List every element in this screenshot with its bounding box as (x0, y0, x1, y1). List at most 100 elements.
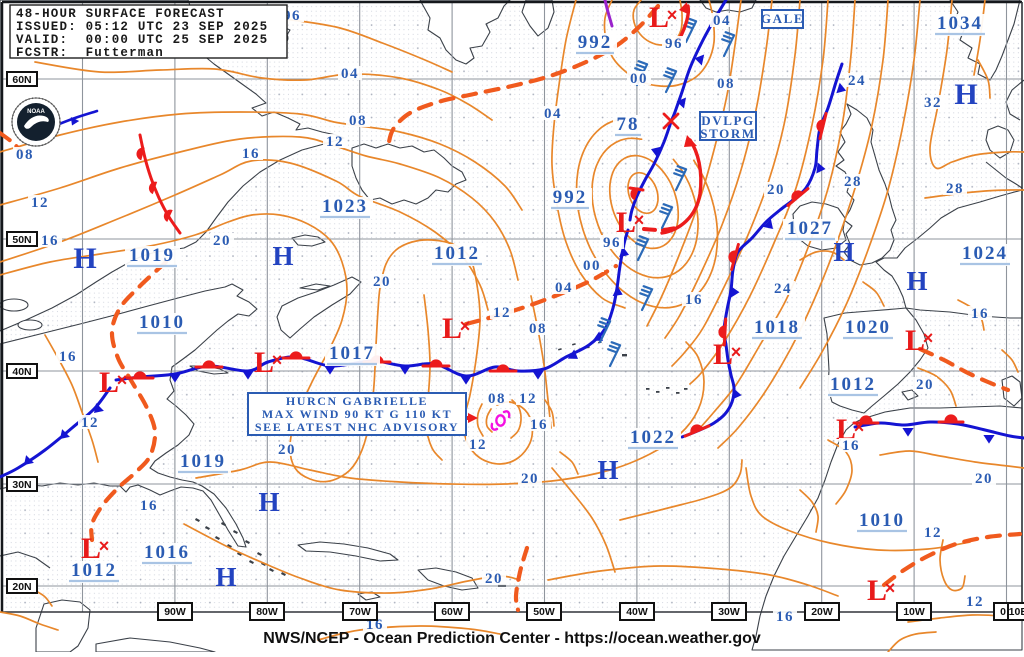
svg-text:H: H (906, 266, 927, 296)
svg-text:04: 04 (713, 13, 731, 29)
svg-text:1024: 1024 (962, 243, 1008, 264)
svg-text:1017: 1017 (329, 343, 375, 364)
svg-text:GALE: GALE (761, 11, 804, 26)
svg-text:1020: 1020 (845, 317, 891, 338)
svg-text:12: 12 (493, 305, 511, 321)
svg-text:L: L (99, 366, 119, 399)
svg-text:78: 78 (617, 114, 640, 135)
svg-text:NWS/NCEP - Ocean Prediction Ce: NWS/NCEP - Ocean Prediction Center - htt… (263, 630, 761, 647)
svg-text:30N: 30N (12, 479, 31, 491)
svg-text:20: 20 (485, 571, 503, 587)
svg-text:L: L (905, 324, 925, 357)
svg-text:60W: 60W (441, 606, 463, 618)
svg-text:DVLPG: DVLPG (701, 113, 755, 128)
svg-text:04: 04 (341, 66, 359, 82)
svg-text:12: 12 (326, 134, 344, 150)
svg-text:20W: 20W (811, 606, 833, 618)
svg-text:HURCN GABRIELLE: HURCN GABRIELLE (286, 394, 428, 408)
svg-text:24: 24 (774, 281, 792, 297)
svg-text:30W: 30W (718, 606, 740, 618)
svg-text:32: 32 (924, 95, 942, 111)
svg-text:×: × (854, 417, 865, 437)
svg-text:1019: 1019 (180, 451, 226, 472)
svg-text:04: 04 (544, 106, 562, 122)
svg-text:08: 08 (349, 113, 367, 129)
svg-text:×: × (117, 370, 128, 390)
svg-text:40N: 40N (12, 366, 31, 378)
svg-text:16: 16 (140, 498, 158, 514)
svg-text:20: 20 (373, 274, 391, 290)
svg-text:1027: 1027 (787, 218, 833, 239)
svg-text:L: L (81, 532, 101, 565)
svg-text:16: 16 (971, 306, 989, 322)
svg-text:48-HOUR SURFACE FORECAST: 48-HOUR SURFACE FORECAST (16, 7, 225, 21)
svg-text:H: H (258, 487, 279, 517)
svg-text:NOAA: NOAA (27, 109, 45, 115)
svg-text:×: × (667, 5, 678, 25)
svg-text:20: 20 (767, 182, 785, 198)
svg-text:20: 20 (213, 233, 231, 249)
svg-text:1012: 1012 (434, 243, 480, 264)
svg-text:1016: 1016 (144, 542, 190, 563)
svg-text:16: 16 (41, 233, 59, 249)
svg-text:40W: 40W (626, 606, 648, 618)
svg-text:0: 0 (1000, 606, 1006, 618)
svg-text:90W: 90W (164, 606, 186, 618)
svg-text:992: 992 (578, 32, 613, 53)
svg-text:80W: 80W (256, 606, 278, 618)
svg-text:1023: 1023 (322, 196, 368, 217)
svg-text:12: 12 (81, 415, 99, 431)
svg-text:04: 04 (555, 280, 573, 296)
svg-text:96: 96 (603, 235, 621, 251)
svg-text:H: H (954, 78, 977, 111)
svg-text:20: 20 (278, 442, 296, 458)
svg-text:×: × (885, 578, 896, 598)
svg-text:VALID: 00:00 UTC 25 SEP 2025: VALID: 00:00 UTC 25 SEP 2025 (16, 33, 268, 47)
svg-text:H: H (272, 241, 293, 271)
svg-text:10W: 10W (903, 606, 925, 618)
svg-text:08: 08 (717, 76, 735, 92)
svg-text:1019: 1019 (129, 245, 175, 266)
svg-text:20: 20 (521, 471, 539, 487)
svg-text:08: 08 (529, 321, 547, 337)
svg-text:×: × (923, 328, 934, 348)
svg-text:×: × (460, 316, 471, 336)
svg-text:1022: 1022 (630, 427, 676, 448)
svg-text:16: 16 (59, 349, 77, 365)
svg-text:70W: 70W (349, 606, 371, 618)
svg-text:L: L (867, 574, 887, 607)
svg-text:L: L (713, 338, 733, 371)
svg-text:L: L (442, 312, 462, 345)
svg-text:12: 12 (966, 594, 984, 610)
svg-text:50W: 50W (533, 606, 555, 618)
svg-text:ISSUED: 05:12 UTC 23 SEP 2025: ISSUED: 05:12 UTC 23 SEP 2025 (16, 20, 268, 34)
svg-text:12: 12 (519, 391, 537, 407)
svg-text:16: 16 (685, 292, 703, 308)
svg-text:10E: 10E (1009, 606, 1024, 618)
svg-text:H: H (833, 237, 854, 267)
svg-text:24: 24 (848, 73, 866, 89)
svg-text:×: × (99, 536, 110, 556)
svg-text:MAX WIND 90 KT G 110 KT: MAX WIND 90 KT G 110 KT (262, 407, 452, 421)
svg-text:00: 00 (583, 258, 601, 274)
svg-text:16: 16 (842, 438, 860, 454)
svg-text:60N: 60N (12, 74, 31, 86)
svg-text:20N: 20N (12, 581, 31, 593)
svg-text:L: L (254, 346, 274, 379)
svg-text:20: 20 (975, 471, 993, 487)
svg-text:1012: 1012 (71, 560, 117, 581)
svg-text:08: 08 (488, 391, 506, 407)
svg-text:28: 28 (946, 181, 964, 197)
svg-text:12: 12 (469, 437, 487, 453)
svg-text:96: 96 (665, 36, 683, 52)
svg-text:16: 16 (242, 146, 260, 162)
svg-text:16: 16 (776, 609, 794, 625)
svg-text:STORM: STORM (700, 126, 755, 141)
svg-text:16: 16 (530, 417, 548, 433)
svg-text:1034: 1034 (937, 13, 983, 34)
svg-text:1010: 1010 (859, 510, 905, 531)
svg-text:20: 20 (916, 377, 934, 393)
svg-text:SEE LATEST NHC ADVISORY: SEE LATEST NHC ADVISORY (255, 420, 459, 434)
svg-text:12: 12 (31, 195, 49, 211)
svg-text:×: × (272, 350, 283, 370)
